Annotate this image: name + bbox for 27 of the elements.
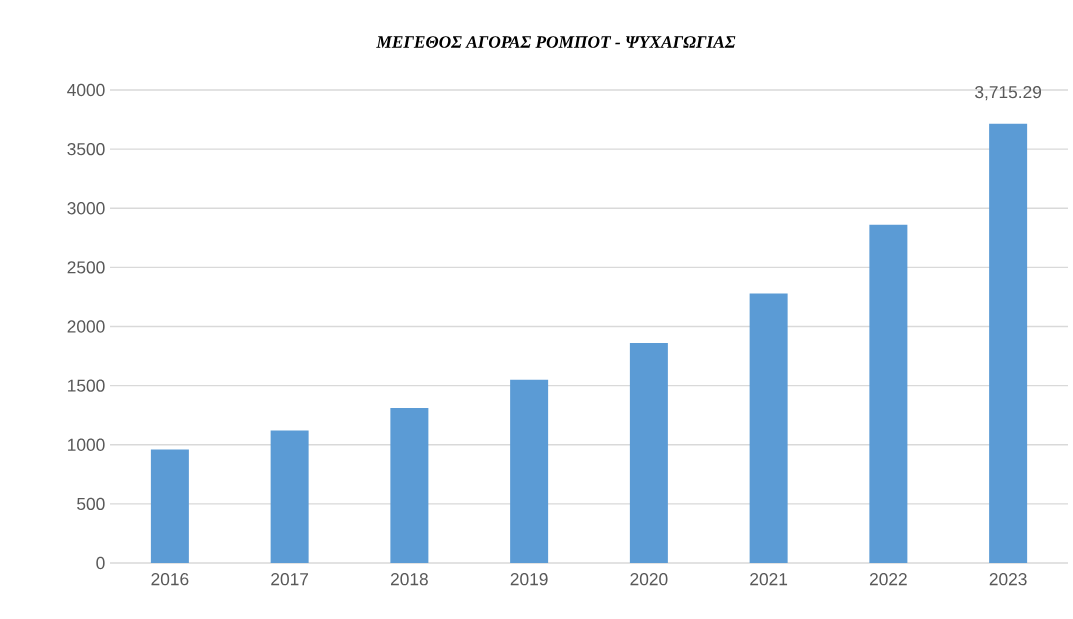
y-tick-label: 4000 [67, 83, 105, 97]
x-tick-label: 2021 [750, 573, 788, 586]
y-tick-label: 500 [77, 497, 105, 511]
bar [869, 224, 908, 563]
bar [510, 379, 549, 563]
y-tick-label: 1000 [68, 438, 105, 451]
bar [749, 293, 788, 563]
data-label: 3,715.29 [975, 85, 1042, 101]
y-tick-label: 1500 [68, 379, 105, 392]
x-tick-label: 2023 [989, 573, 1027, 586]
chart-title: ΜΕΓΕΘΟΣ ΑΓΟΡΑΣ ΡΟΜΠΟΤ - ΨΥΧΑΓΩΓΙΑΣ [376, 36, 736, 48]
x-tick-label: 2020 [630, 573, 668, 586]
y-tick-label: 3000 [67, 202, 105, 215]
y-tick-label: 2000 [67, 320, 105, 333]
y-tick-label: 2500 [67, 261, 105, 274]
x-tick-label: 2016 [151, 573, 189, 586]
bar [629, 343, 668, 563]
bar [150, 449, 189, 563]
bar [270, 430, 309, 563]
x-tick-label: 2019 [510, 573, 548, 586]
bar [390, 408, 429, 563]
bar [989, 123, 1028, 563]
y-tick-label: 0 [96, 556, 105, 570]
y-tick-label: 3500 [67, 142, 105, 156]
x-tick-label: 2018 [390, 573, 428, 586]
x-tick-label: 2022 [869, 573, 907, 586]
x-tick-label: 2017 [271, 573, 309, 586]
